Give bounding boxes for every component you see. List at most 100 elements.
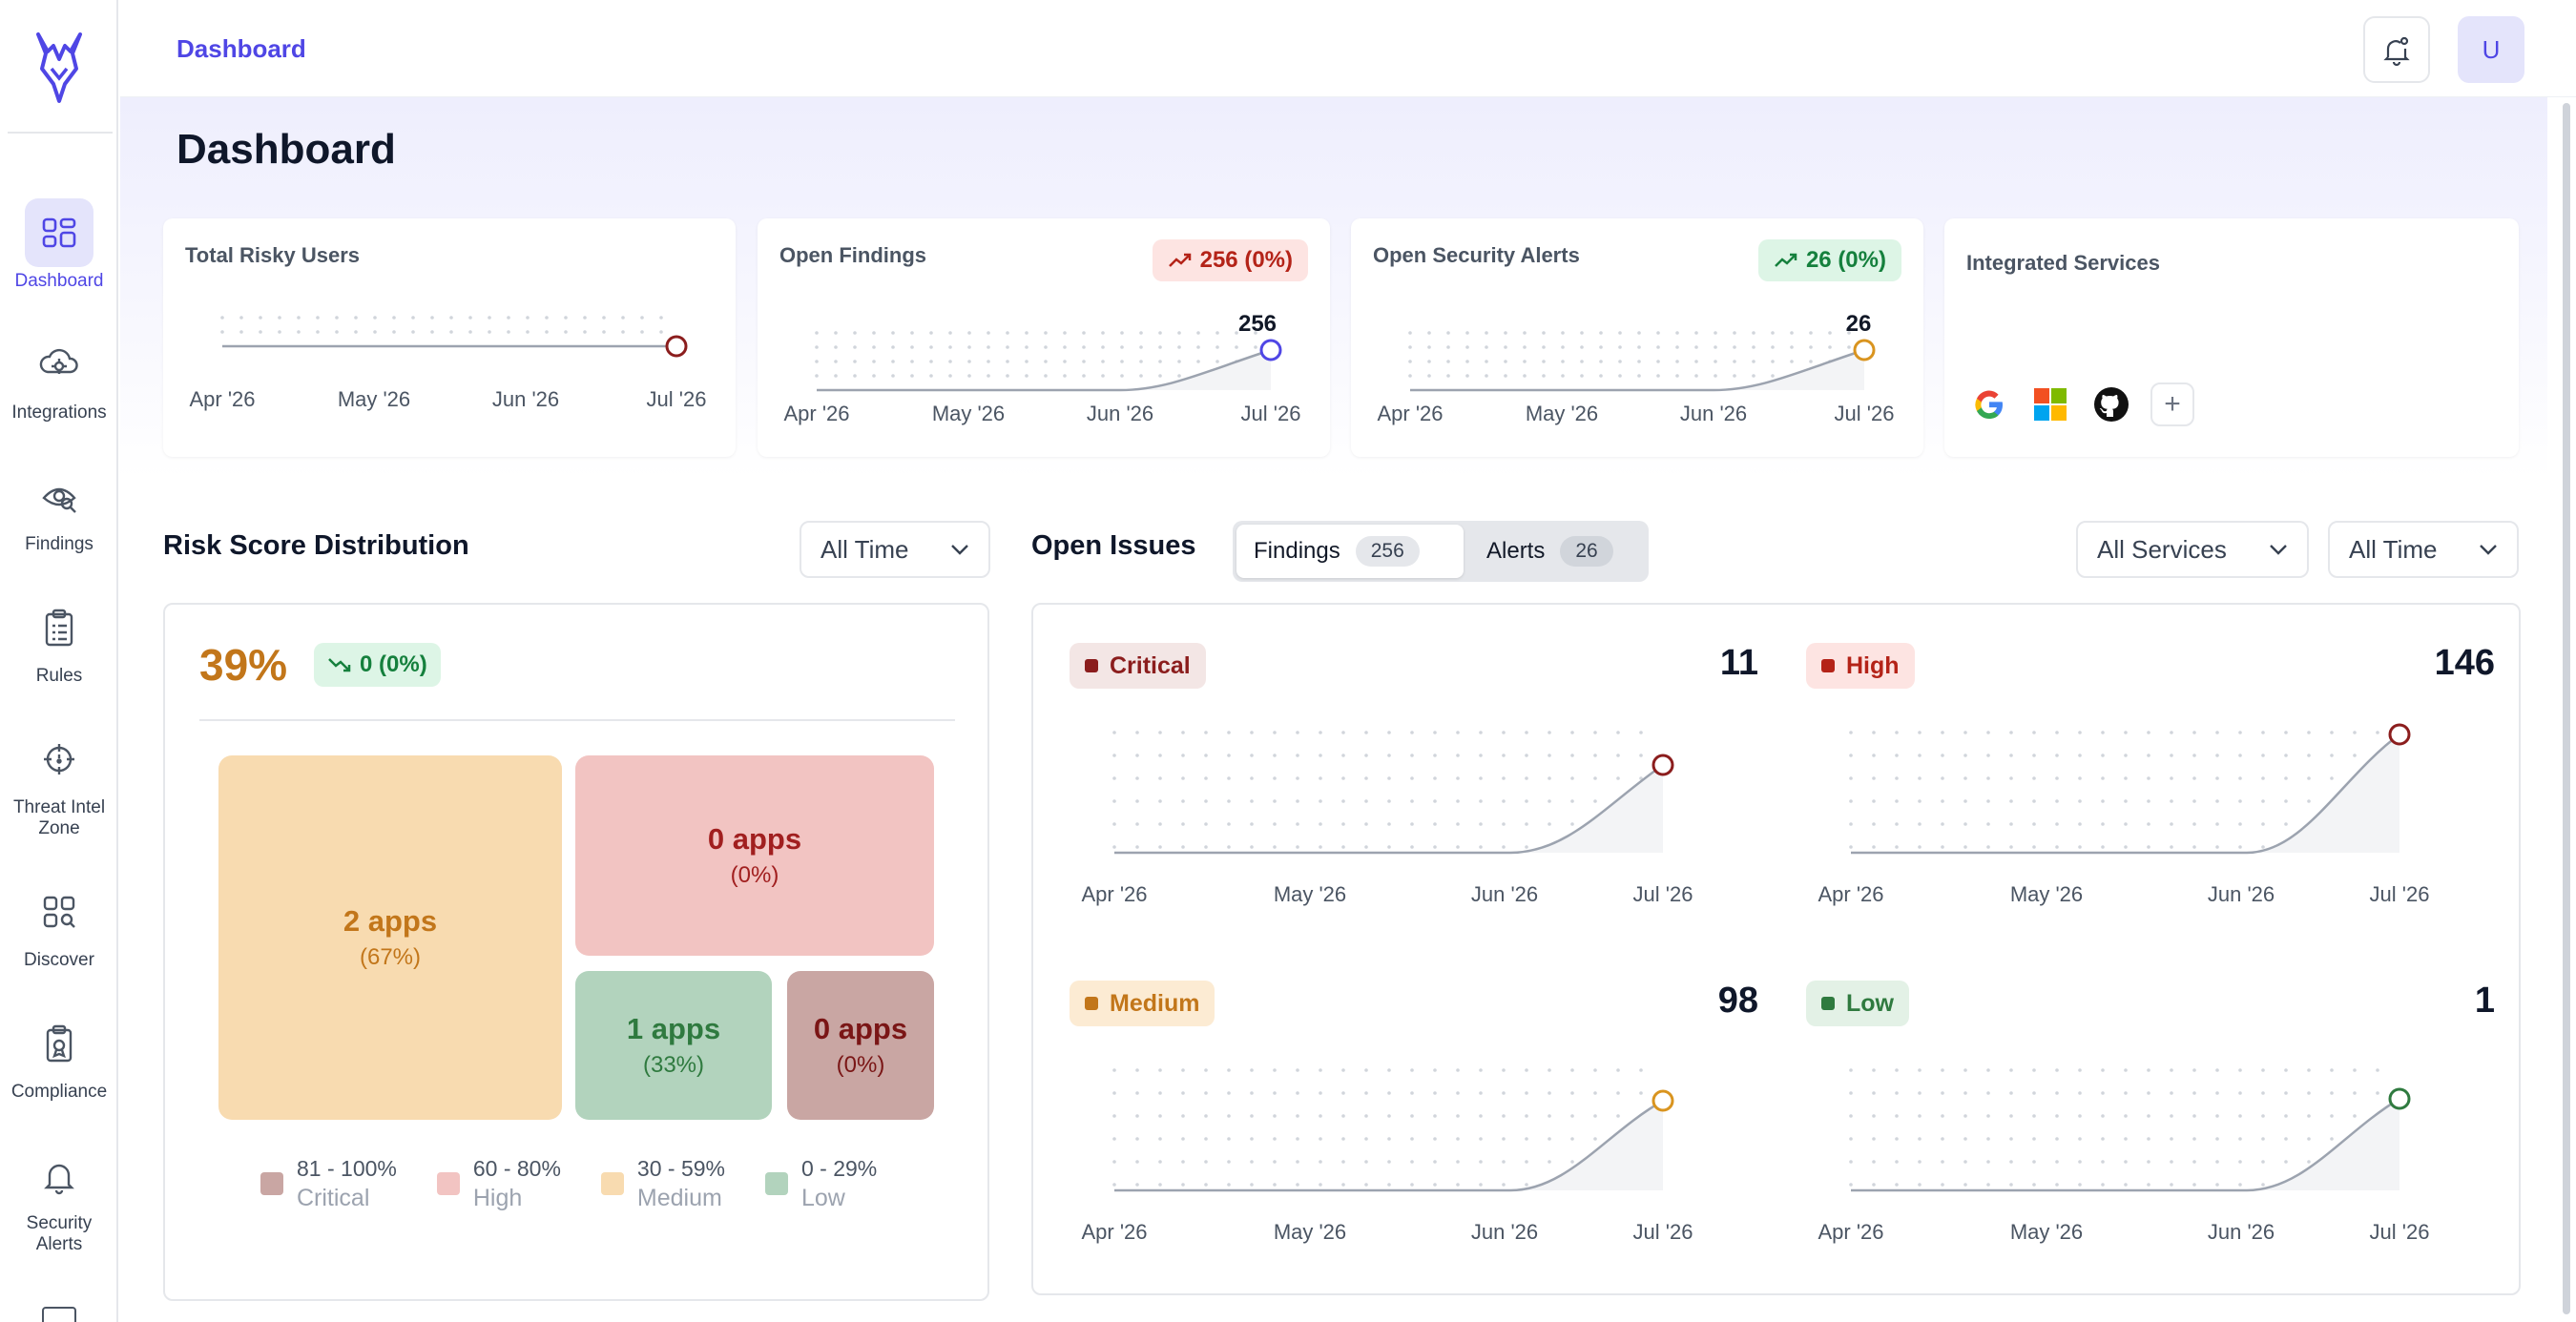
grid-dots bbox=[1849, 1068, 2379, 1187]
grid-dot bbox=[1895, 1160, 1899, 1164]
grid-dot bbox=[853, 331, 857, 335]
grid-dot bbox=[1250, 1091, 1254, 1095]
sidebar-item-compliance[interactable]: Compliance bbox=[0, 1009, 118, 1103]
grid-dot bbox=[1177, 374, 1181, 378]
grid-dot bbox=[1809, 360, 1813, 363]
risk-time-filter-select[interactable]: All Time bbox=[800, 521, 990, 578]
issues-time-filter-select[interactable]: All Time bbox=[2328, 521, 2519, 578]
services-filter-select[interactable]: All Services bbox=[2076, 521, 2309, 578]
grid-dot bbox=[2238, 731, 2242, 734]
breadcrumb[interactable]: Dashboard bbox=[177, 34, 306, 63]
sidebar-item-rules[interactable]: Rules bbox=[0, 593, 118, 687]
grid-dot bbox=[1082, 331, 1086, 335]
grid-dot bbox=[2307, 1160, 2311, 1164]
sidebar-item-threat-intel-zone[interactable]: Threat Intel Zone bbox=[0, 725, 118, 839]
sidebar-item-integrations[interactable]: Integrations bbox=[0, 330, 118, 423]
grid-dot bbox=[2261, 799, 2265, 803]
grid-dot bbox=[1941, 845, 1944, 849]
grid-dot bbox=[1135, 799, 1139, 803]
chevron-down-icon bbox=[2270, 545, 2287, 555]
grid-dot bbox=[1637, 331, 1641, 335]
issue-panel-medium[interactable]: Medium 98 Apr '26 May '26 Jun '26 Jul '2… bbox=[1033, 942, 1758, 1267]
microsoft-icon[interactable] bbox=[2028, 382, 2072, 426]
grid-dot bbox=[1387, 776, 1391, 780]
github-icon[interactable] bbox=[2089, 382, 2133, 426]
grid-dot bbox=[1963, 754, 1967, 757]
treemap-tile-critical[interactable]: 0 apps (0%) bbox=[787, 971, 934, 1120]
add-service-icon[interactable]: + bbox=[2150, 382, 2194, 426]
grid-dot bbox=[1941, 822, 1944, 826]
sidebar-item-discover[interactable]: Discover bbox=[0, 878, 118, 971]
grid-dots bbox=[815, 331, 1257, 378]
more-nav-icon[interactable] bbox=[42, 1307, 76, 1322]
grid-dot bbox=[1433, 845, 1437, 849]
grid-dot bbox=[2238, 845, 2242, 849]
issue-panel-high[interactable]: High 146 Apr '26 May '26 Jun '26 Jul '26 bbox=[1770, 605, 2495, 929]
grid-dot bbox=[2261, 754, 2265, 757]
treemap-tile-medium[interactable]: 2 apps (67%) bbox=[218, 755, 562, 1120]
issue-panel-critical[interactable]: Critical 11 Apr '26 May '26 Jun '26 Jul … bbox=[1033, 605, 1758, 929]
sidebar-item-dashboard[interactable]: Dashboard bbox=[0, 198, 118, 292]
grid-dot bbox=[1986, 1114, 1990, 1118]
sidebar-item-findings[interactable]: Findings bbox=[0, 462, 118, 555]
grid-dot bbox=[1918, 799, 1922, 803]
grid-dot bbox=[1273, 822, 1277, 826]
grid-dot bbox=[1525, 799, 1528, 803]
grid-dot bbox=[1296, 845, 1299, 849]
grid-dot bbox=[1456, 754, 1460, 757]
grid-dot bbox=[1112, 1068, 1116, 1072]
grid-dot bbox=[1593, 1068, 1597, 1072]
grid-dot bbox=[1341, 1091, 1345, 1095]
sidebar-item-security-alerts[interactable]: Security Alerts bbox=[0, 1141, 118, 1255]
grid-dot bbox=[1227, 1068, 1231, 1072]
grid-dot bbox=[1986, 1137, 1990, 1141]
grid-dot bbox=[1918, 845, 1922, 849]
grid-dot bbox=[1941, 731, 1944, 734]
notifications-button[interactable] bbox=[2363, 16, 2430, 83]
grid-dot bbox=[1580, 345, 1584, 349]
grid-dot bbox=[1675, 360, 1679, 363]
grid-dot bbox=[1319, 776, 1322, 780]
notification-bell-icon bbox=[2383, 36, 2410, 67]
grid-dot bbox=[1410, 754, 1414, 757]
bell-icon bbox=[25, 1141, 93, 1209]
grid-dot bbox=[1714, 360, 1717, 363]
issue-panel-low[interactable]: Low 1 Apr '26 May '26 Jun '26 Jul '26 bbox=[1770, 942, 2495, 1267]
grid-dot bbox=[1525, 845, 1528, 849]
treemap-tile-high[interactable]: 0 apps (0%) bbox=[575, 755, 934, 956]
grid-dot bbox=[1502, 1091, 1506, 1095]
grid-dot bbox=[1542, 331, 1546, 335]
grid-dot bbox=[1410, 776, 1414, 780]
tile-apps: 2 apps bbox=[343, 904, 438, 938]
app-logo[interactable] bbox=[29, 27, 90, 107]
grid-dot bbox=[2215, 1068, 2219, 1072]
grid-dot bbox=[335, 316, 339, 320]
tab-alerts[interactable]: Alerts 26 bbox=[1469, 525, 1641, 578]
grid-dot bbox=[1341, 1114, 1345, 1118]
grid-dots bbox=[220, 316, 663, 334]
scrollbar[interactable] bbox=[2563, 103, 2570, 1314]
grid-dot bbox=[1849, 1091, 1853, 1095]
tab-findings[interactable]: Findings 256 bbox=[1236, 525, 1464, 578]
grid-dot bbox=[834, 360, 838, 363]
treemap-tile-low[interactable]: 1 apps (33%) bbox=[575, 971, 772, 1120]
grid-dot bbox=[1227, 799, 1231, 803]
grid-dot bbox=[1250, 845, 1254, 849]
grid-dot bbox=[1158, 345, 1162, 349]
risk-score: 39% bbox=[199, 640, 288, 690]
grid-dot bbox=[2238, 1160, 2242, 1164]
grid-dot bbox=[2147, 1137, 2150, 1141]
grid-dot bbox=[2101, 776, 2105, 780]
grid-dot bbox=[1941, 1137, 1944, 1141]
trend-down-icon bbox=[328, 658, 351, 672]
low-trend-chart: Apr '26 May '26 Jun '26 Jul '26 bbox=[1818, 1068, 2429, 1244]
google-icon[interactable] bbox=[1967, 382, 2011, 426]
grid-dot bbox=[2192, 822, 2196, 826]
grid-dot bbox=[545, 330, 549, 334]
avatar[interactable]: U bbox=[2458, 16, 2524, 83]
grid-dot bbox=[1525, 1091, 1528, 1095]
grid-dot bbox=[2124, 1137, 2128, 1141]
series-line bbox=[817, 348, 1272, 392]
grid-dot bbox=[987, 331, 990, 335]
grid-dot bbox=[1733, 331, 1736, 335]
